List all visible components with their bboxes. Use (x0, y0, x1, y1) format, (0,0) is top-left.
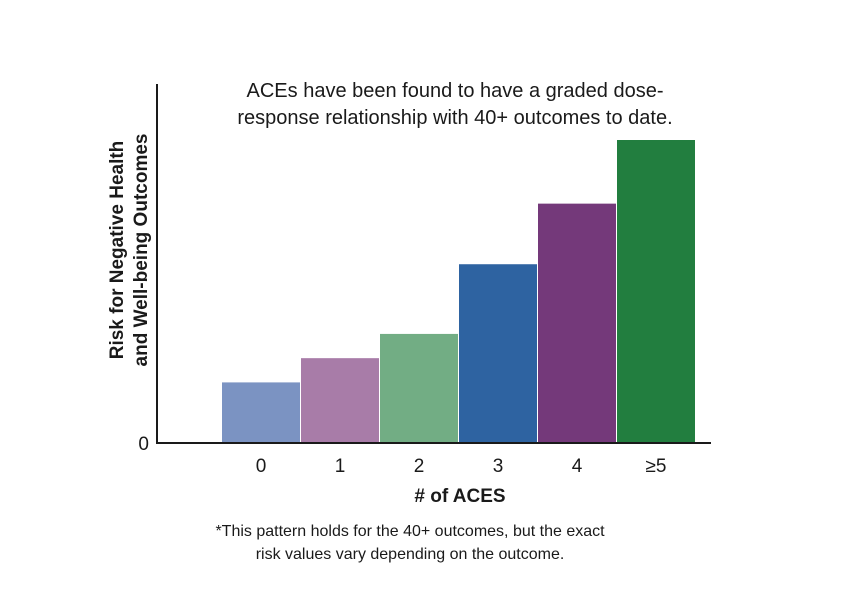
x-tick-label-3: 3 (493, 456, 504, 477)
footnote-line-1: *This pattern holds for the 40+ outcomes… (215, 523, 605, 540)
footnote-line-2: risk values vary depending on the outcom… (255, 546, 565, 563)
x-axis-label: # of ACES (414, 486, 505, 507)
chart-title-line-1: ACEs have been found to have a graded do… (247, 80, 664, 102)
bar-4 (538, 203, 616, 443)
chart-title-line-2: response relationship with 40+ outcomes … (237, 107, 672, 129)
x-tick-labels: 0 1 2 3 4 ≥5 (256, 456, 667, 477)
bar-0 (222, 382, 300, 443)
x-tick-label-4: 4 (572, 456, 583, 477)
y-tick-label-0: 0 (138, 434, 149, 455)
bar-3 (459, 264, 537, 443)
bar-5 (617, 140, 695, 443)
x-tick-label-5: ≥5 (646, 456, 667, 477)
x-tick-label-0: 0 (256, 456, 267, 477)
bar-1 (301, 358, 379, 443)
x-tick-label-2: 2 (414, 456, 425, 477)
y-axis-label-line-1: Risk for Negative Health (107, 141, 128, 360)
bars-group (222, 140, 695, 443)
footnote: *This pattern holds for the 40+ outcomes… (150, 520, 670, 566)
y-axis-label-line-2: and Well-being Outcomes (131, 134, 152, 367)
bar-2 (380, 333, 458, 443)
x-tick-label-1: 1 (335, 456, 346, 477)
